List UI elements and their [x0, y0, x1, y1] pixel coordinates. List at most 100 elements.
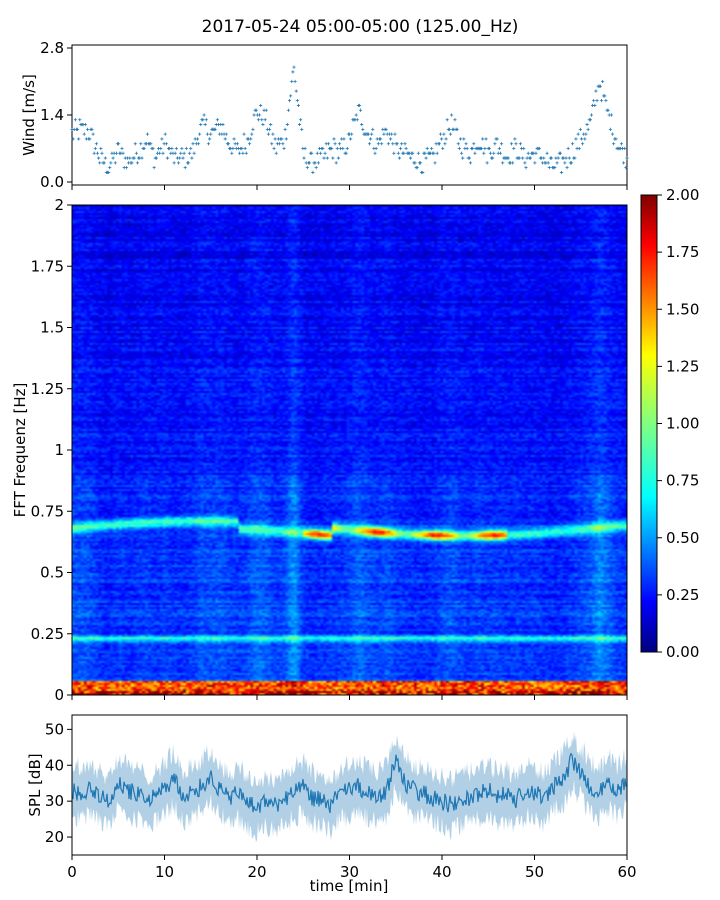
wind-point	[130, 161, 134, 165]
wind-point	[413, 161, 417, 165]
spl-ytick-label: 40	[45, 756, 64, 774]
wind-point	[269, 122, 273, 127]
wind-point	[571, 142, 575, 146]
wind-point	[240, 146, 244, 151]
wind-point	[357, 103, 362, 108]
wind-point	[608, 127, 612, 131]
wind-point	[370, 132, 374, 136]
wind-point	[416, 151, 420, 155]
wind-point	[259, 103, 263, 108]
wind-point	[252, 113, 256, 117]
wind-point	[196, 142, 201, 146]
wind-ytick-label: 1.4	[40, 106, 64, 124]
spectrogram-ytick-label: 0.5	[40, 564, 64, 582]
spl-xtick-label: 10	[155, 863, 174, 881]
colorbar-tick-label: 1.75	[666, 243, 699, 261]
wind-point	[285, 122, 289, 127]
wind-point	[91, 132, 95, 136]
wind-point	[415, 166, 419, 170]
wind-point	[179, 151, 183, 155]
wind-point	[176, 161, 181, 165]
wind-point	[573, 156, 577, 160]
wind-point	[95, 151, 100, 155]
wind-point	[606, 108, 610, 112]
wind-point	[386, 142, 390, 146]
wind-point	[78, 118, 82, 122]
wind-point	[323, 151, 327, 155]
wind-point	[272, 146, 276, 151]
wind-point	[271, 132, 275, 136]
wind-point	[549, 156, 554, 160]
spl-x-ticks: 0 10 20 30 40 50 60	[67, 855, 637, 881]
wind-point	[614, 137, 618, 141]
colorbar-tick-label: 0.25	[666, 586, 699, 604]
spl-xtick-label: 20	[247, 863, 266, 881]
wind-point	[437, 142, 442, 146]
wind-point	[465, 146, 469, 151]
wind-point	[355, 118, 359, 122]
wind-point	[300, 127, 304, 131]
wind-point	[299, 118, 303, 122]
wind-point	[161, 151, 165, 155]
wind-point	[251, 127, 255, 131]
wind-point	[266, 132, 271, 136]
wind-point	[408, 156, 413, 160]
wind-point	[190, 156, 194, 160]
wind-point	[208, 137, 212, 141]
wind-point	[289, 94, 293, 98]
wind-point	[331, 156, 335, 160]
wind-point	[460, 151, 464, 155]
wind-point	[524, 166, 528, 170]
wind-point	[295, 99, 299, 103]
spectrogram-y-axis-label: FFT Frequenz [Hz]	[11, 383, 29, 518]
wind-point	[402, 151, 406, 155]
colorbar-ticks: 0.00 0.25 0.50 0.75 1.00 1.25 1.50 1.75 2.00	[657, 186, 699, 661]
wind-point	[359, 108, 363, 112]
wind-point	[94, 142, 99, 146]
wind-point	[199, 122, 203, 127]
wind-point	[303, 146, 307, 151]
wind-point	[83, 122, 87, 127]
wind-point	[371, 127, 375, 131]
wind-ytick-label: 0.0	[40, 173, 64, 191]
wind-point	[518, 142, 523, 146]
wind-point	[290, 79, 294, 84]
wind-point	[310, 151, 314, 155]
wind-point	[319, 151, 323, 155]
wind-point	[100, 151, 104, 155]
wind-point	[396, 151, 400, 155]
wind-point	[456, 142, 460, 146]
wind-point	[322, 156, 326, 160]
wind-point	[241, 151, 245, 155]
wind-point	[152, 166, 156, 170]
wind-point	[344, 151, 348, 155]
wind-point	[293, 79, 297, 84]
wind-point	[546, 161, 550, 165]
wind-point	[109, 161, 113, 165]
wind-point	[595, 99, 599, 103]
wind-point	[367, 142, 372, 146]
wind-point	[224, 132, 228, 136]
wind-point	[71, 137, 75, 141]
wind-panel: 0.0 1.4 2.8 Wind [m/s]	[20, 39, 629, 191]
wind-point	[533, 161, 537, 165]
wind-point	[238, 151, 242, 155]
wind-point	[209, 132, 213, 136]
wind-point	[441, 146, 445, 151]
wind-point	[284, 137, 288, 141]
wind-point	[403, 142, 407, 146]
wind-point	[366, 132, 370, 136]
wind-point	[444, 137, 448, 141]
wind-point	[195, 137, 200, 141]
wind-point	[335, 146, 339, 151]
wind-point	[445, 118, 449, 122]
wind-point	[183, 166, 187, 170]
wind-point	[326, 142, 331, 146]
wind-point	[180, 146, 184, 151]
wind-point	[186, 161, 191, 165]
wind-point	[178, 156, 182, 160]
wind-point	[132, 156, 136, 160]
wind-point	[361, 127, 365, 131]
wind-point	[559, 170, 564, 175]
wind-point	[311, 170, 315, 175]
